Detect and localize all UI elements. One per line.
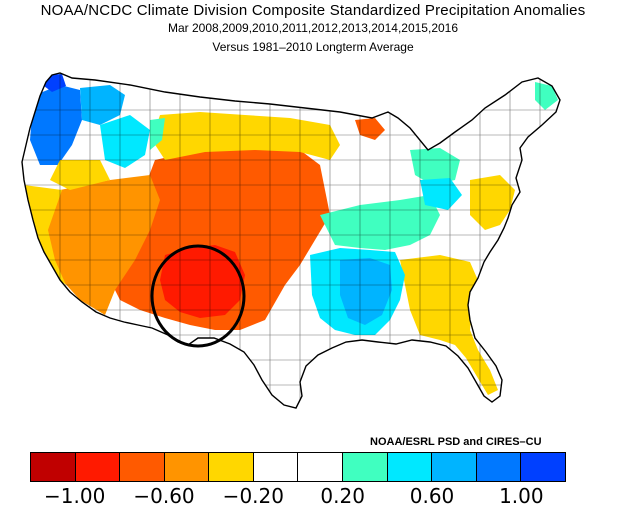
legend-tick-label: −1.00 (44, 484, 106, 508)
map-title: NOAA/NCDC Climate Division Composite Sta… (40, 2, 586, 19)
anomaly-region-cyan-great-lakes (420, 178, 462, 210)
color-scale-tick-labels: −1.00 −0.60 −0.20 0.20 0.60 1.00 (0, 484, 626, 514)
anomaly-region-red-midwest-spot (355, 118, 385, 140)
legend-tick-label: −0.60 (133, 484, 195, 508)
anomaly-region-red-southwest (160, 245, 245, 318)
legend-tick-label: 1.00 (499, 484, 544, 508)
color-scale-legend (30, 452, 566, 482)
highlight-circle (150, 244, 246, 348)
anomaly-region-teal-great-lakes (410, 148, 460, 185)
legend-tick-label: −0.20 (222, 484, 284, 508)
legend-swatch (476, 453, 522, 481)
legend-swatch (298, 453, 344, 481)
legend-swatch (75, 453, 121, 481)
map-subtitle-baseline: Versus 1981–2010 Longterm Average (212, 40, 414, 54)
anomaly-region-teal-northern-rockies (150, 118, 165, 150)
legend-swatch (432, 453, 477, 481)
anomaly-region-teal-ohio-valley (320, 195, 440, 250)
legend-tick-label: 0.20 (320, 484, 365, 508)
legend-swatch (209, 453, 254, 481)
anomaly-region-yellow-oregon-east (50, 160, 110, 190)
legend-tick-label: 0.60 (409, 484, 455, 508)
anomaly-region-yellow-midatlantic (470, 175, 515, 230)
map-subtitle-period: Mar 2008,2009,2010,2011,2012,2013,2014,2… (167, 21, 459, 35)
anomaly-region-blue-mississippi-core (340, 258, 392, 325)
legend-swatch (521, 453, 565, 481)
anomaly-region-lightblue-northern-rockies (80, 85, 125, 125)
legend-swatch (31, 453, 76, 481)
legend-swatch (120, 453, 165, 481)
legend-swatch (387, 453, 433, 481)
legend-swatch (164, 453, 210, 481)
anomaly-region-blue-pacific-northwest (30, 85, 82, 165)
data-source-credit: NOAA/ESRL PSD and CIRES–CU (370, 436, 542, 448)
us-climate-division-map (21, 72, 561, 409)
anomaly-region-yellow-northern-plains (152, 112, 340, 160)
anomaly-region-cyan-northern-rockies (100, 115, 150, 168)
anomaly-region-teal-northeast (535, 82, 558, 110)
legend-swatch (253, 453, 299, 481)
legend-swatch (343, 453, 388, 481)
division-boundaries (22, 73, 560, 408)
